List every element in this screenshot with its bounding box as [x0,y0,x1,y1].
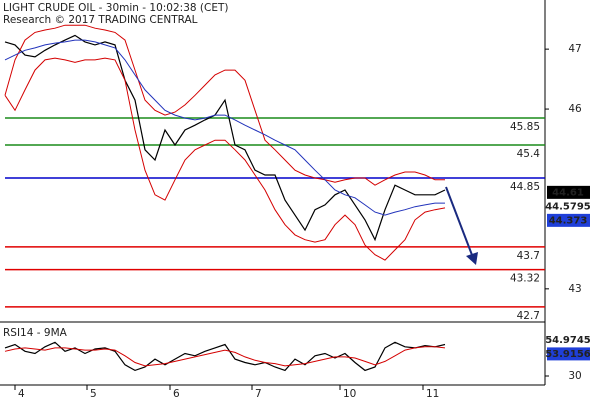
price-tag-label: 44.373 [549,215,588,226]
series-line [4,24,445,186]
price-tag [547,199,590,213]
x-tick-label: 10 [343,388,356,400]
level-label: 43.7 [517,250,540,262]
level-label: 45.4 [517,148,541,160]
series-line [4,39,445,216]
chart-title: LIGHT CRUDE OIL - 30min - 10:02:38 (CET) [3,2,228,14]
rsi-title: RSI14 - 9MA [3,327,68,339]
arrow-shaft [445,186,473,256]
price-tag-label: 54.9745 [545,335,590,346]
x-tick-label: 4 [18,388,25,400]
level-label: 43.32 [510,273,540,285]
price-tag [547,333,590,347]
y-tick-label: 43 [568,283,581,295]
x-tick-label: 7 [255,388,262,400]
price-tag [547,185,590,199]
y-tick-label: 30 [568,370,581,382]
series-line [4,346,446,367]
y-tick-label: 47 [568,43,581,55]
price-tag [547,213,590,227]
price-tag-label: 44.61 [552,187,584,198]
price-tag-label: 44.5795 [545,201,590,212]
forecast-arrow [445,186,478,265]
price-tag [547,347,590,361]
x-tick-label: 6 [173,388,180,400]
price-tag-label: 53.9156 [545,349,590,360]
level-label: 45.85 [510,121,540,133]
x-tick-label: 11 [426,388,439,400]
level-label: 42.7 [517,310,540,322]
series-line [4,34,446,242]
series-line [4,57,446,261]
chart-subtitle: Research © 2017 TRADING CENTRAL [3,14,198,26]
arrow-head [466,252,478,265]
x-tick-label: 5 [90,388,97,400]
y-tick-label: 46 [568,103,582,115]
level-label: 44.85 [510,181,540,193]
